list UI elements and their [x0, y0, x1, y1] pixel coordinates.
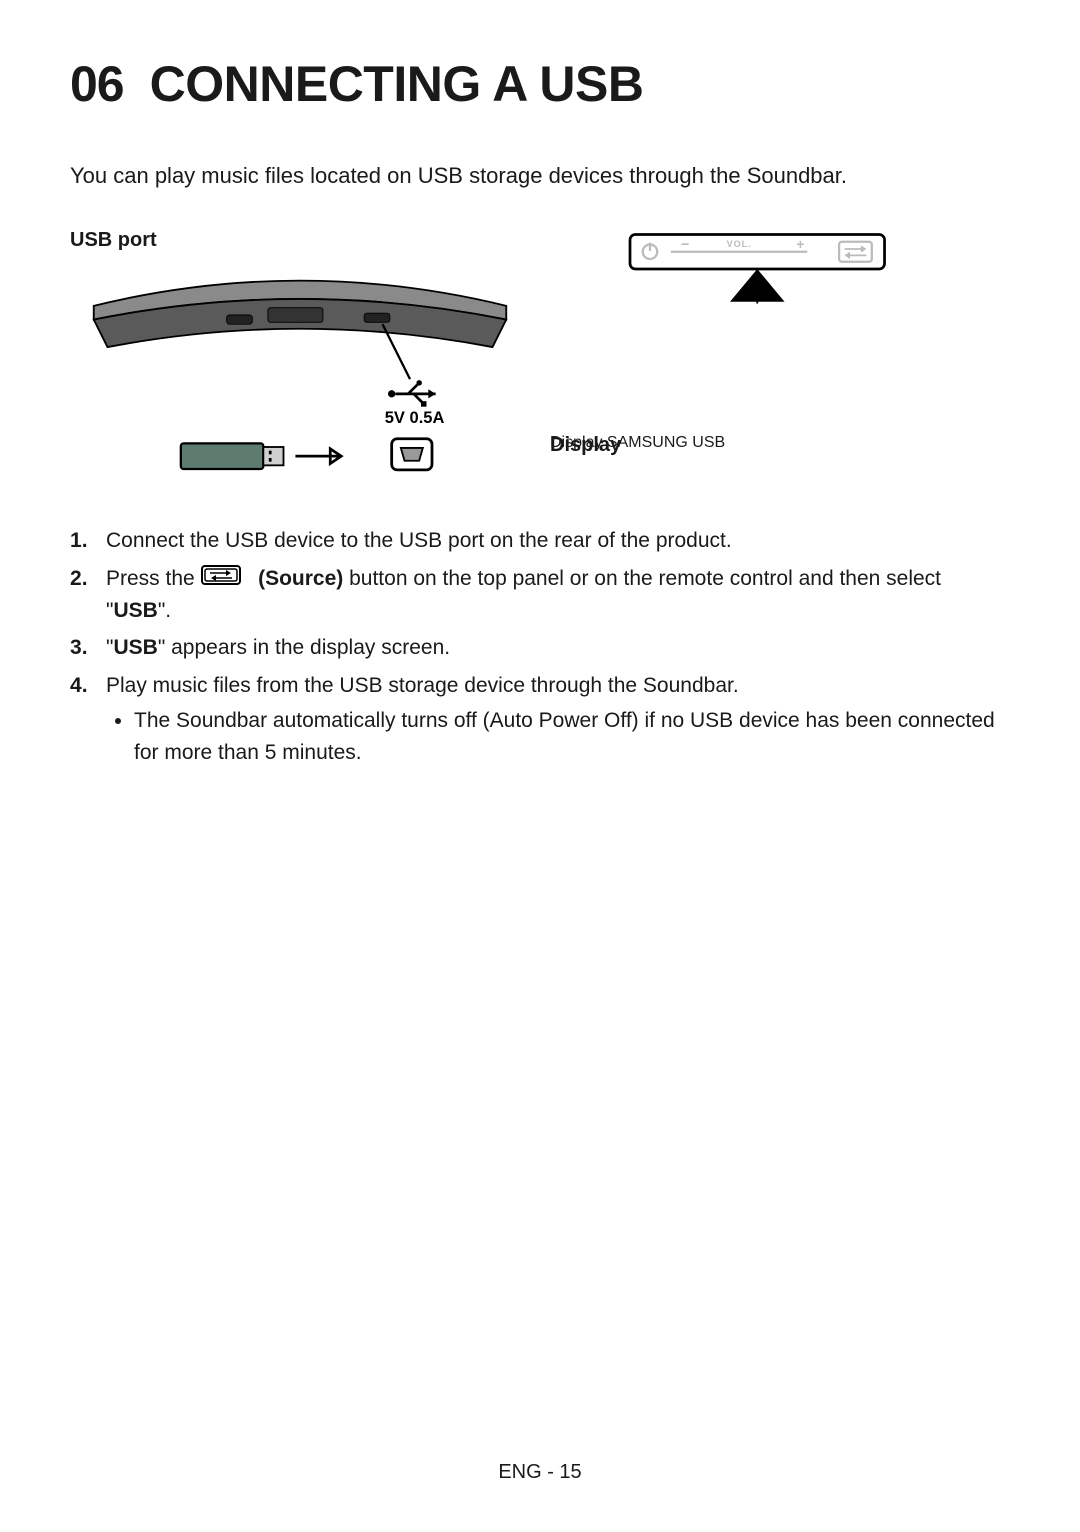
plus-label: +: [796, 237, 804, 252]
usb-port-label: USB port: [70, 229, 530, 252]
display-diagram: − VOL. + Display Display: [550, 229, 1010, 485]
step-4-sub-item: The Soundbar automatically turns off (Au…: [134, 705, 1010, 768]
step-2-a: Press the: [106, 567, 201, 590]
page: 06 CONNECTING A USB You can play music f…: [0, 0, 1080, 1532]
usb-port-illustration: 5V 0.5A: [70, 260, 530, 480]
usb-port-diagram: USB port: [70, 229, 530, 485]
steps-list: Connect the USB device to the USB port o…: [70, 525, 1010, 768]
display-illustration: − VOL. +: [550, 229, 1010, 429]
step-1: Connect the USB device to the USB port o…: [70, 525, 1010, 557]
step-3-usb-bold: USB: [113, 636, 157, 659]
diagram-row: USB port: [70, 229, 1010, 485]
intro-text: You can play music files located on USB …: [70, 163, 1010, 189]
title-text: CONNECTING A USB: [150, 55, 644, 113]
step-1-text: Connect the USB device to the USB port o…: [106, 529, 732, 552]
step-2-source-bold: (Source): [258, 567, 343, 590]
step-2: Press the (Source) button on the top pan…: [70, 563, 1010, 627]
step-2-usb-bold: USB: [113, 599, 157, 622]
step-3-c: " appears in the display screen.: [158, 636, 450, 659]
step-4: Play music files from the USB storage de…: [70, 670, 1010, 769]
source-icon: [201, 563, 241, 595]
step-3: "USB" appears in the display screen.: [70, 632, 1010, 664]
step-2-e: ".: [158, 599, 171, 622]
page-title: 06 CONNECTING A USB: [70, 55, 1010, 113]
step-4-sublist: The Soundbar automatically turns off (Au…: [106, 705, 1010, 768]
step-4-text: Play music files from the USB storage de…: [106, 674, 739, 697]
usb-badge-text: USB: [692, 434, 725, 451]
display-label: Display: [550, 434, 621, 457]
minus-label: −: [681, 237, 690, 253]
step-4-sub-text: The Soundbar automatically turns off (Au…: [134, 709, 995, 764]
page-footer: ENG - 15: [0, 1461, 1080, 1484]
vol-label: VOL.: [727, 239, 752, 249]
usb-spec-text: 5V 0.5A: [385, 409, 445, 427]
title-number: 06: [70, 55, 124, 113]
